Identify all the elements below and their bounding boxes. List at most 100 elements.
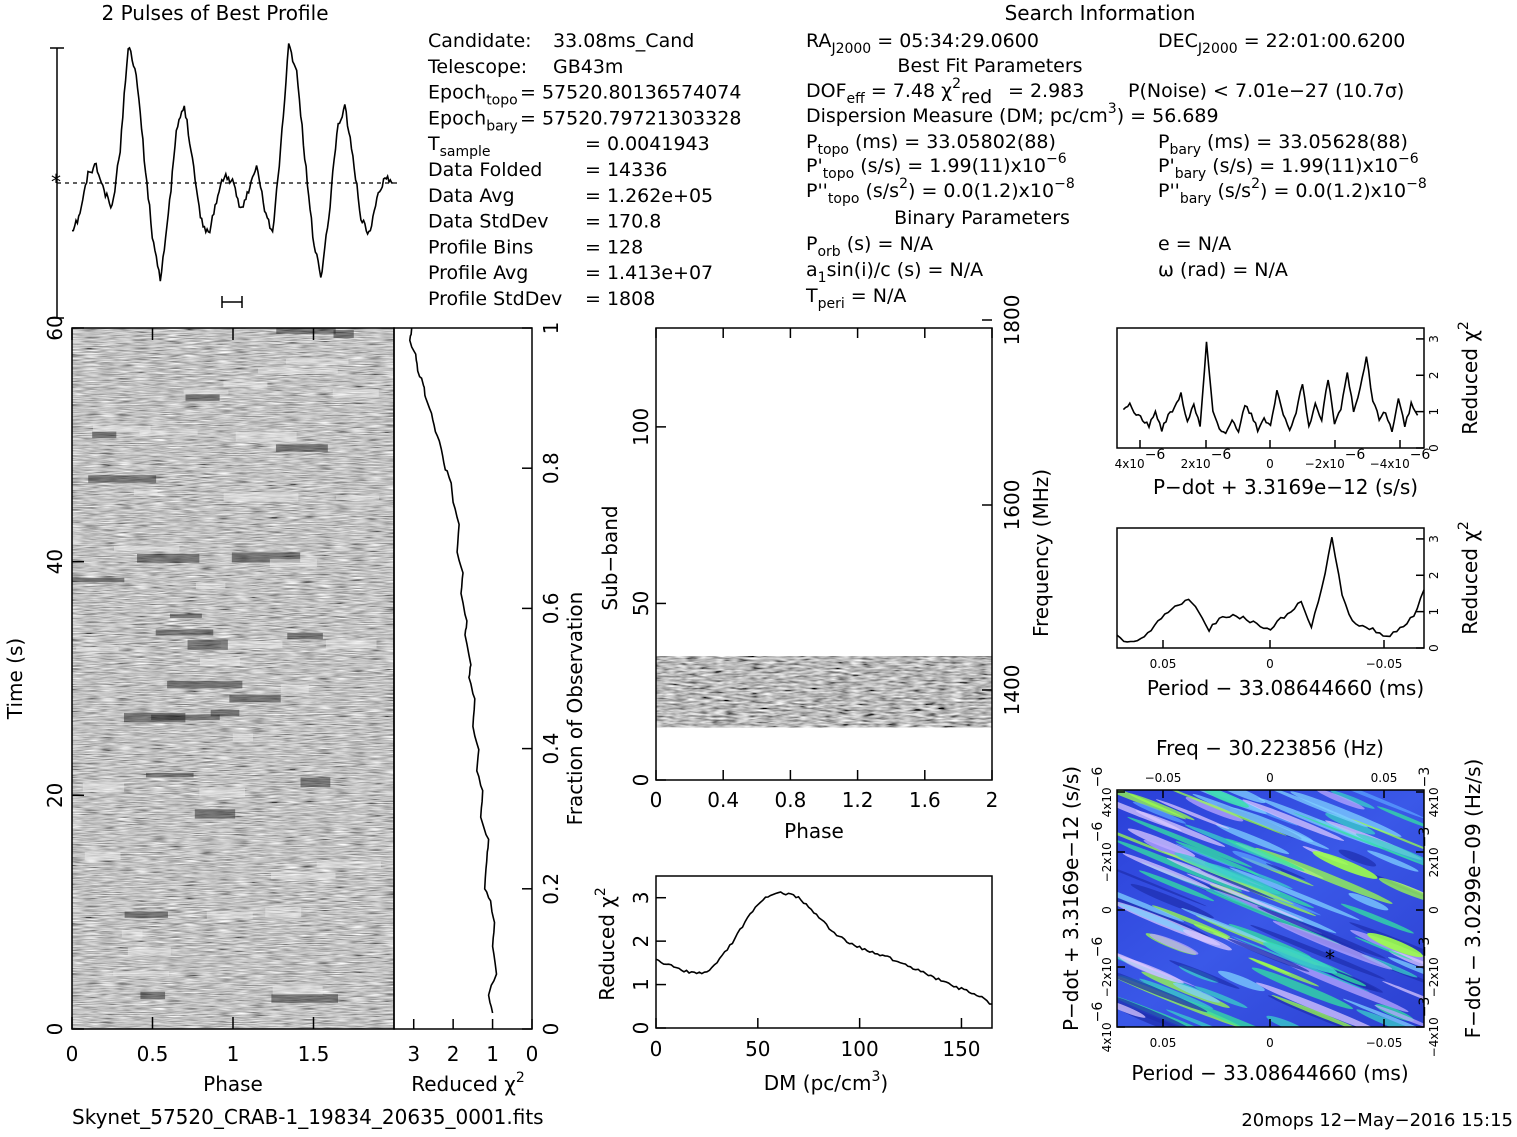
subband-xtick-label: 0.4 [707, 788, 739, 812]
dec-line-part: = 22:01:00.6200 [1238, 30, 1406, 52]
dm-ytick-label: 2 [629, 935, 653, 948]
ptopo-line: Ptopo (ms) = 33.05802(88) [806, 131, 1056, 158]
time-phase-stripe [92, 425, 151, 433]
ppdot-contour [1266, 1015, 1310, 1027]
time-phase-stripe [195, 582, 226, 589]
ra-line-part: J2000 [830, 41, 871, 57]
ppdot-contour [1205, 890, 1342, 945]
fraction-chi2-ytick-label: 1 [539, 322, 563, 335]
subband-frame [655, 327, 993, 781]
ppdot-xtick-label: 0 [1266, 1036, 1274, 1050]
time-phase-stripe [258, 368, 338, 374]
pdot-bary-line: P'bary (s/s) = 1.99(11)x10−6 [1158, 151, 1419, 182]
time-phase-stripe [167, 680, 243, 689]
time-phase-stripe [206, 911, 253, 919]
pbary-line-part: bary [1169, 142, 1201, 158]
subband-y2tick-label: 1800 [1000, 295, 1024, 346]
dm-xtick-label: 150 [942, 1037, 980, 1061]
subband-panel: 0 0.4 0.8 1.2 1.6 2 0 50 100 1400 1600 1800 Phase Sub… [598, 295, 1053, 843]
period-chi2-xtick-label: −0.05 [1366, 657, 1403, 671]
ppdot-y2tick-label-part: 0 [1427, 906, 1441, 914]
time-phase-stripe [169, 613, 202, 618]
dof-chi-line-part: eff [847, 91, 866, 107]
subband-xtick-label: 2 [986, 788, 999, 812]
ppdot-contour [1257, 906, 1386, 959]
ppdot-toptick-label: −0.05 [1145, 771, 1182, 785]
subband-y2tick-label: 1600 [1000, 480, 1024, 531]
time-phase-stripe [287, 632, 323, 640]
time-phase-stripe [185, 394, 220, 401]
period-chi2-ylabel: Reduced χ2 [1456, 521, 1482, 635]
pbary-line-part: P [1158, 131, 1169, 153]
ptopo-line-part: P [806, 131, 817, 153]
candidate-label: Tsample [427, 133, 491, 160]
fraction-chi2-ytick-label: 0.8 [539, 452, 563, 484]
dm-line-part: Dispersion Measure (DM; pc/cm [806, 105, 1108, 127]
time-phase-stripe [92, 431, 117, 439]
search-info-title: Search Information [1005, 1, 1196, 25]
porb-line: Porb (s) = N/A [806, 233, 933, 260]
ppdot-contour [1155, 799, 1230, 829]
candidate-value: = 57520.79721303328 [520, 107, 741, 129]
time-phase-ytick-label: 40 [43, 549, 67, 574]
time-phase-stripe [82, 782, 125, 793]
ppdot-contour [1166, 857, 1250, 892]
dm-xtick-label: 0 [650, 1037, 663, 1061]
dm-ylabel-part: Reduced χ [595, 896, 619, 1001]
ppdot-contour [1281, 960, 1409, 1013]
time-phase-stripe [139, 430, 198, 436]
pdot-chi2-xtick-label-part: 2x10 [1181, 457, 1211, 471]
time-phase-stripe [300, 777, 331, 788]
pdot-chi2-ytick-label: 3 [1427, 335, 1441, 343]
ppdot-contour [1356, 1009, 1424, 1027]
ppdot-ytick-label-part: 4x10 [1100, 1022, 1114, 1052]
pddot-topo-line-part: topo [828, 191, 860, 207]
time-phase-stripe [200, 657, 240, 666]
ppdot-contour [1376, 806, 1424, 829]
fraction-chi2-frame [393, 327, 533, 1030]
time-phase-xlabel: Phase [203, 1072, 263, 1096]
ppdot-contour [1185, 797, 1244, 822]
ppdot-contour [1199, 869, 1275, 900]
pdot-bary-line-part: (s/s) = 1.99(11)x10 [1206, 155, 1398, 177]
ppdot-y2tick-label-part: −3 [1417, 827, 1433, 848]
ppdot-contour [1135, 810, 1226, 847]
fraction-chi2-ytick-label: 0.4 [539, 733, 563, 765]
candidate-label-part: Profile Avg [428, 262, 528, 284]
dof-chi-line-part: DOF [806, 80, 847, 102]
ppdot-contour [1290, 791, 1402, 837]
ppdot-contour [1194, 986, 1248, 1009]
candidate-value: = 1.262e+05 [585, 185, 713, 207]
candidate-label: Telescope: [427, 56, 527, 78]
ppdot-contour [1183, 929, 1232, 951]
porb-line-part: P [806, 233, 817, 255]
ppdot-contour [1316, 790, 1365, 810]
pdot-topo-line-part: (s/s) = 1.99(11)x10 [854, 155, 1046, 177]
ppdot-y2label: F−dot − 3.0299e−09 (Hz/s) [1461, 759, 1485, 1039]
dm-line-part: ) = 56.689 [1117, 105, 1219, 127]
ppdot-contour [1175, 841, 1260, 876]
pddot-bary-line-part: P'' [1158, 180, 1180, 202]
time-phase-stripe [316, 861, 381, 868]
ecc-line: e = N/A [1158, 233, 1231, 255]
pdot-chi2-xtick-label-part: 4x10 [1115, 457, 1145, 471]
candidate-value: 33.08ms_Cand [553, 30, 694, 52]
ppdot-ytick-label-part: 0 [1100, 906, 1114, 914]
ppdot-ytick-label-part: −2x10 [1100, 957, 1114, 997]
ppdot-contour [1367, 850, 1419, 872]
ra-line-part: = 05:34:29.0600 [871, 30, 1039, 52]
dm-ytick-label: 3 [629, 891, 653, 904]
dm-xtick-label: 100 [841, 1037, 879, 1061]
candidate-value: = 128 [585, 236, 643, 258]
ppdot-contour [1214, 790, 1266, 804]
pbary-line-part: (ms) = 33.05628(88) [1201, 131, 1408, 153]
pdot-chi2-xtick-label-part: −6 [1211, 447, 1232, 463]
pdot-topo-line-part: −6 [1046, 151, 1067, 167]
pddot-bary-line-part: bary [1180, 191, 1212, 207]
ppdot-contour [1325, 813, 1376, 835]
dm-xtick-label: 50 [745, 1037, 770, 1061]
ppdot-xlabel: Period − 33.08644660 (ms) [1131, 1061, 1408, 1085]
time-phase-image [72, 328, 394, 1029]
porb-line-part: (s) = N/A [841, 233, 933, 255]
